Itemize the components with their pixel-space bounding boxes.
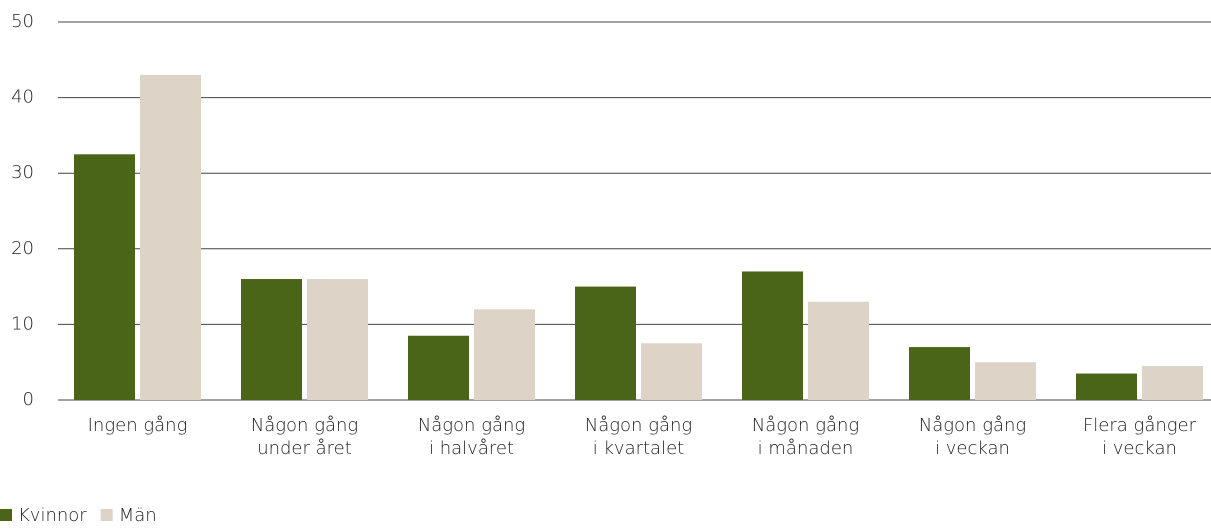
x-tick-label: i halvåret [429, 438, 514, 459]
x-tick-label: Någon gång [418, 415, 525, 436]
x-tick-label: i veckan [1102, 438, 1177, 459]
x-tick-label: Någon gång [919, 415, 1026, 436]
bar [74, 154, 135, 400]
bar [1142, 365, 1203, 400]
y-tick-label: 30 [11, 162, 34, 183]
x-tick-label: Ingen gång [88, 415, 188, 436]
x-tick-label: i månaden [758, 438, 854, 459]
legend-swatch [0, 509, 12, 521]
bar [641, 343, 702, 400]
x-tick-label: Flera gånger [1083, 415, 1197, 436]
bar [241, 279, 302, 400]
bar [307, 279, 368, 400]
x-tick-label: Någon gång [251, 415, 358, 436]
y-tick-label: 40 [11, 87, 34, 108]
bar [909, 347, 970, 400]
legend-swatch [100, 509, 113, 521]
bar [742, 271, 803, 400]
y-tick-label: 10 [11, 313, 34, 334]
bar [808, 301, 869, 400]
legend-label: Kvinnor [18, 505, 87, 526]
x-tick-label: Någon gång [752, 415, 859, 436]
x-tick-label: i veckan [935, 438, 1010, 459]
bar [140, 74, 201, 401]
legend-label: Män [119, 505, 157, 526]
y-tick-label: 50 [11, 11, 34, 32]
bar [575, 286, 636, 400]
bar [1076, 373, 1137, 400]
x-tick-label: under året [257, 438, 352, 459]
bar [408, 335, 469, 400]
x-tick-label: Någon gång [585, 415, 692, 436]
y-tick-label: 20 [11, 238, 34, 259]
y-tick-label: 0 [23, 389, 34, 410]
bar [975, 362, 1036, 400]
bar [474, 309, 535, 400]
x-tick-label: i kvartalet [593, 438, 684, 459]
